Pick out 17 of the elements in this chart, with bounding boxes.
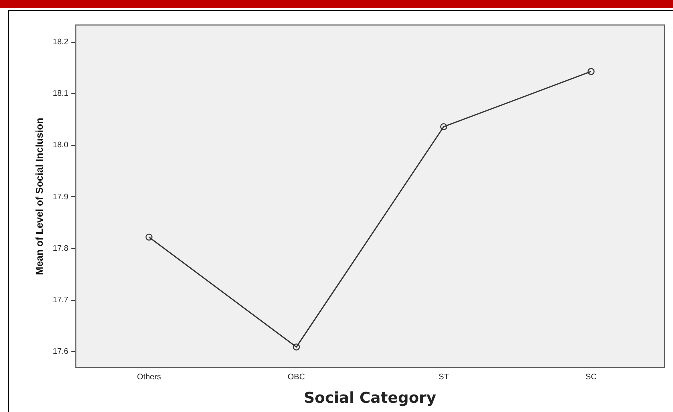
point (440, 123, 448, 130)
y-tick-label: 18.1 (52, 89, 70, 98)
y-tick-label: 18.0 (52, 140, 70, 150)
x-tick-label: OBC (288, 372, 306, 382)
point (146, 234, 153, 241)
y-tick-label: 17.8 (52, 244, 70, 253)
y-tick-label: 17.7 (52, 296, 70, 304)
x-tick-label: SC (586, 372, 598, 382)
y-tick-label: 17.9 (52, 192, 70, 202)
point (293, 344, 300, 351)
point (588, 68, 595, 76)
y-tick-label: 18.2 (52, 38, 70, 47)
x-tick-label: ST (438, 372, 450, 382)
x-axis-title: Social Category (304, 388, 437, 407)
y-axis-title: Mean of Level of Social Inclusion (34, 118, 46, 276)
y-tick-label: 17.6 (52, 347, 70, 356)
x-tick-label: Others (137, 372, 162, 382)
